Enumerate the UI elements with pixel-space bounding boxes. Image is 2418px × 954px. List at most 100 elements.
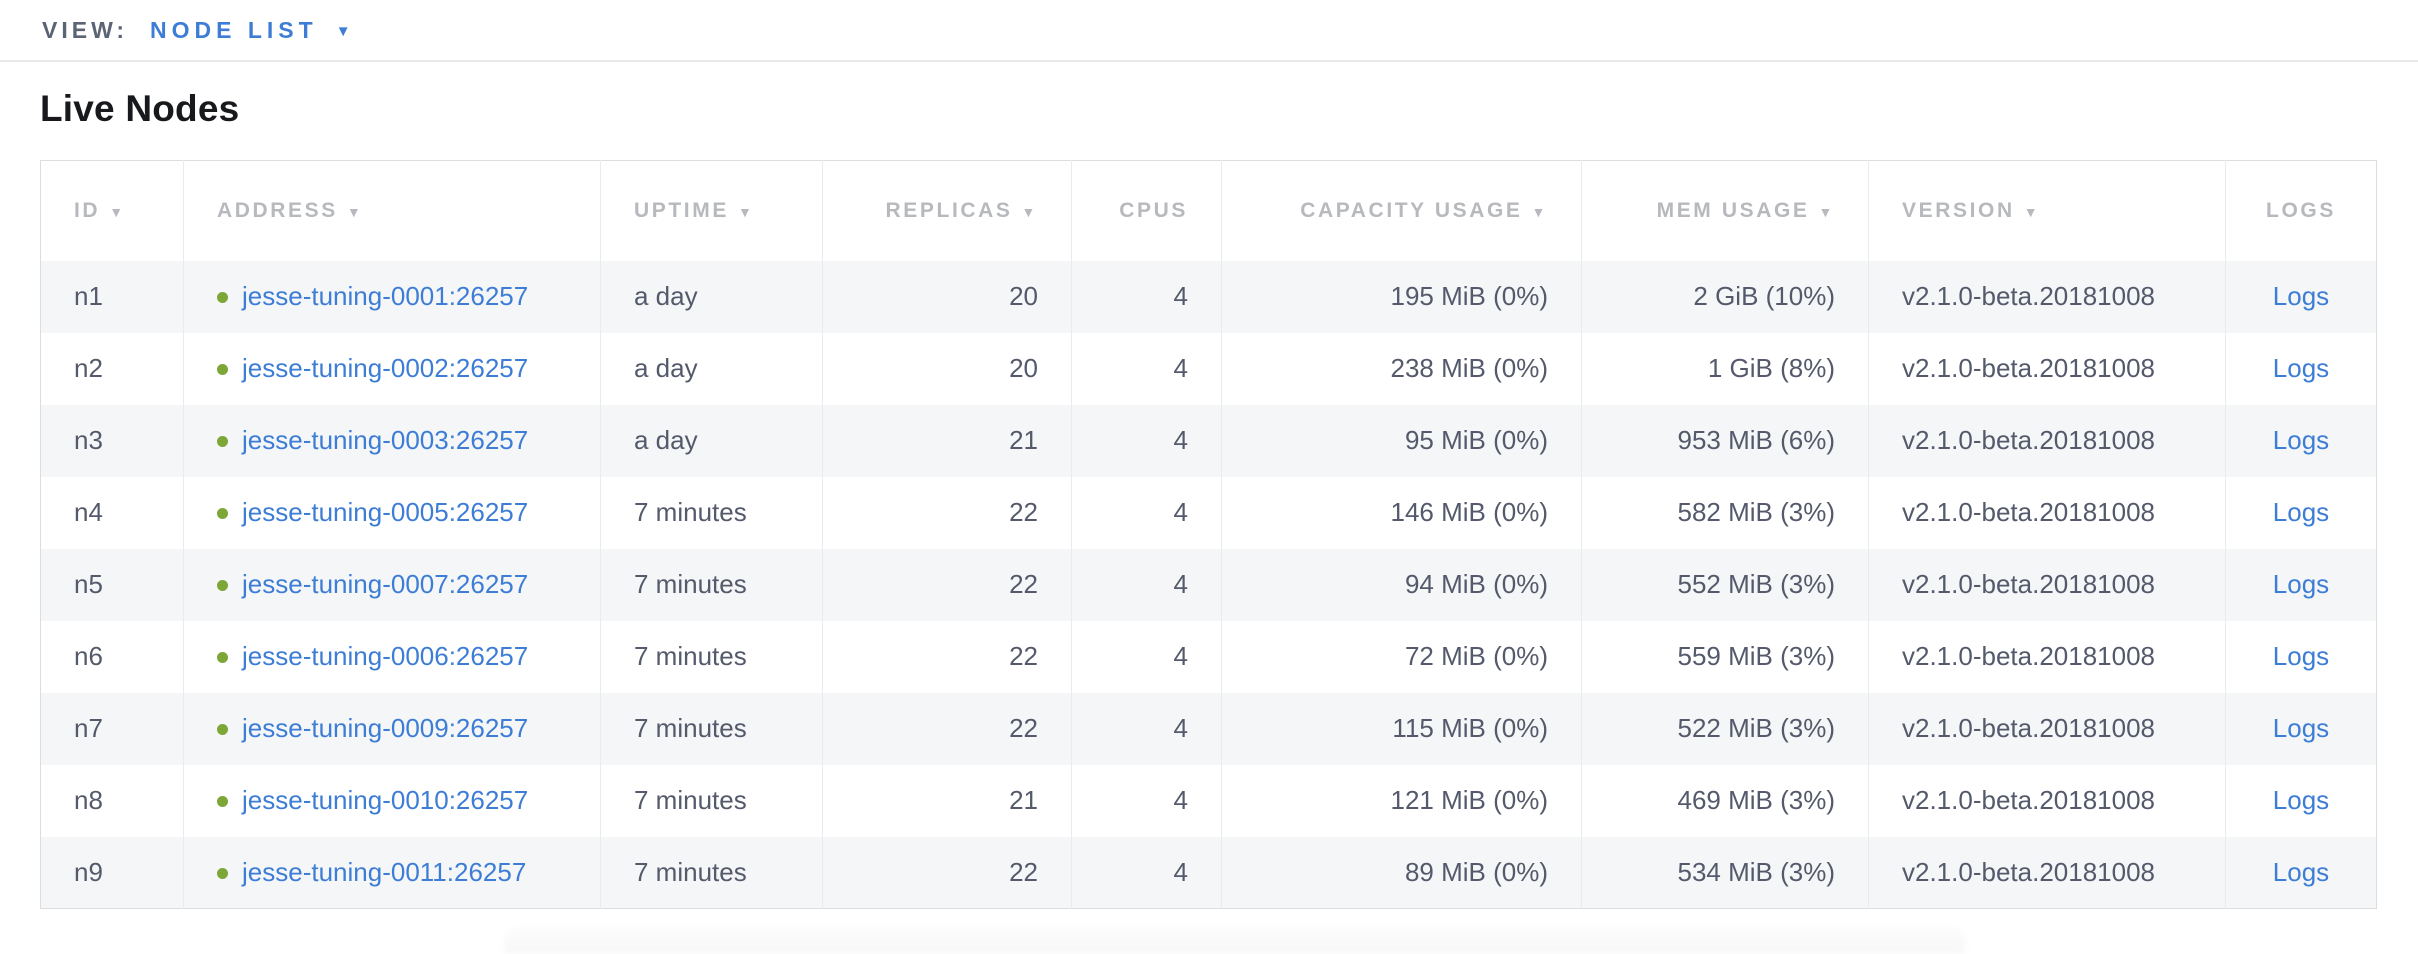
logs-link[interactable]: Logs <box>2272 569 2330 599</box>
column-header-label: MEM USAGE <box>1656 198 1810 222</box>
live-nodes-section: Live Nodes ID ▼ ADDRESS ▼ UPTIME ▼ REPLICAS ▼ CP… <box>0 88 2418 954</box>
node-logs-cell: Logs <box>2225 692 2377 765</box>
node-logs-cell: Logs <box>2225 764 2377 837</box>
live-nodes-table: ID ▼ ADDRESS ▼ UPTIME ▼ REPLICAS ▼ CPUS CAPACITY … <box>40 160 2377 909</box>
node-uptime-cell: 7 minutes <box>600 620 823 693</box>
node-address-link[interactable]: jesse-tuning-0005:26257 <box>242 497 529 527</box>
view-label: VIEW: <box>42 16 129 43</box>
logs-link[interactable]: Logs <box>2272 425 2330 455</box>
node-status-healthy-icon <box>217 364 228 375</box>
node-logs-cell: Logs <box>2225 260 2377 333</box>
table-row: n9 jesse-tuning-0011:26257 7 minutes 22 4 89 … <box>40 836 2377 909</box>
node-address-link[interactable]: jesse-tuning-0003:26257 <box>242 425 529 455</box>
node-uptime-cell: a day <box>600 332 823 405</box>
node-address-cell: jesse-tuning-0009:26257 <box>183 692 601 765</box>
next-section-shadow <box>505 928 1965 954</box>
node-replicas-cell: 20 <box>822 332 1072 405</box>
node-version-cell: v2.1.0-beta.20181008 <box>1868 404 2226 477</box>
node-uptime-cell: a day <box>600 404 823 477</box>
sort-desc-icon: ▼ <box>1531 203 1548 220</box>
node-uptime-cell: 7 minutes <box>600 548 823 621</box>
column-header-label: ID <box>74 198 101 222</box>
column-header-mem[interactable]: MEM USAGE ▼ <box>1581 160 1869 261</box>
node-capacity-cell: 121 MiB (0%) <box>1221 764 1582 837</box>
node-address-link[interactable]: jesse-tuning-0006:26257 <box>242 641 529 671</box>
node-replicas-cell: 22 <box>822 620 1072 693</box>
node-uptime-cell: 7 minutes <box>600 764 823 837</box>
node-uptime-cell: a day <box>600 260 823 333</box>
column-header-uptime[interactable]: UPTIME ▼ <box>600 160 823 261</box>
node-mem-cell: 534 MiB (3%) <box>1581 836 1869 909</box>
column-header-version[interactable]: VERSION ▼ <box>1868 160 2226 261</box>
table-header-row: ID ▼ ADDRESS ▼ UPTIME ▼ REPLICAS ▼ CPUS CAPACITY … <box>41 160 2377 261</box>
table-row: n6 jesse-tuning-0006:26257 7 minutes 22 4 72 … <box>41 620 2377 693</box>
node-capacity-cell: 94 MiB (0%) <box>1221 548 1582 621</box>
node-replicas-cell: 21 <box>822 764 1072 837</box>
column-header-label: CPUS <box>1119 198 1188 222</box>
node-logs-cell: Logs <box>2225 836 2377 909</box>
node-version-cell: v2.1.0-beta.20181008 <box>1868 692 2226 765</box>
table-row: n5 jesse-tuning-0007:26257 7 minutes 22 4 94 … <box>40 548 2377 621</box>
node-cpus-cell: 4 <box>1071 836 1222 909</box>
node-address-link[interactable]: jesse-tuning-0010:26257 <box>242 785 529 815</box>
node-uptime-cell: 7 minutes <box>600 692 823 765</box>
view-selector-dropdown[interactable]: NODE LIST ▼ <box>150 17 351 44</box>
logs-link[interactable]: Logs <box>2272 785 2330 815</box>
logs-link[interactable]: Logs <box>2272 713 2330 743</box>
node-logs-cell: Logs <box>2225 476 2377 549</box>
node-uptime-cell: 7 minutes <box>600 476 823 549</box>
view-bar: VIEW: NODE LIST ▼ <box>0 0 2418 62</box>
logs-link[interactable]: Logs <box>2272 497 2330 527</box>
node-cpus-cell: 4 <box>1071 260 1222 333</box>
node-capacity-cell: 146 MiB (0%) <box>1221 476 1582 549</box>
node-version-cell: v2.1.0-beta.20181008 <box>1868 548 2226 621</box>
logs-link[interactable]: Logs <box>2272 353 2330 383</box>
sort-desc-icon: ▼ <box>1818 203 1835 220</box>
node-status-healthy-icon <box>217 436 228 447</box>
node-capacity-cell: 238 MiB (0%) <box>1221 332 1582 405</box>
node-capacity-cell: 195 MiB (0%) <box>1221 260 1582 333</box>
node-status-healthy-icon <box>217 652 228 663</box>
node-address-cell: jesse-tuning-0011:26257 <box>183 836 601 909</box>
sort-desc-icon: ▼ <box>2023 203 2041 220</box>
column-header-label: CAPACITY USAGE <box>1300 198 1523 222</box>
node-status-healthy-icon <box>217 580 228 591</box>
node-address-link[interactable]: jesse-tuning-0009:26257 <box>242 713 529 743</box>
node-address-link[interactable]: jesse-tuning-0007:26257 <box>242 569 529 599</box>
logs-link[interactable]: Logs <box>2272 281 2330 311</box>
node-mem-cell: 582 MiB (3%) <box>1581 476 1869 549</box>
node-address-cell: jesse-tuning-0005:26257 <box>183 476 601 549</box>
sort-desc-icon: ▼ <box>346 203 364 220</box>
node-version-cell: v2.1.0-beta.20181008 <box>1868 476 2226 549</box>
node-status-healthy-icon <box>217 292 228 303</box>
node-address-cell: jesse-tuning-0007:26257 <box>183 548 601 621</box>
node-mem-cell: 469 MiB (3%) <box>1581 764 1869 837</box>
column-header-label: REPLICAS <box>885 198 1013 222</box>
node-address-cell: jesse-tuning-0002:26257 <box>183 332 601 405</box>
node-cpus-cell: 4 <box>1071 548 1222 621</box>
node-mem-cell: 552 MiB (3%) <box>1581 548 1869 621</box>
node-cpus-cell: 4 <box>1071 476 1222 549</box>
column-header-capacity[interactable]: CAPACITY USAGE ▼ <box>1221 160 1582 261</box>
node-address-link[interactable]: jesse-tuning-0002:26257 <box>242 353 529 383</box>
node-cpus-cell: 4 <box>1071 620 1222 693</box>
logs-link[interactable]: Logs <box>2272 641 2330 671</box>
column-header-replicas[interactable]: REPLICAS ▼ <box>822 160 1072 261</box>
node-address-link[interactable]: jesse-tuning-0001:26257 <box>242 281 529 311</box>
node-replicas-cell: 22 <box>822 476 1072 549</box>
node-logs-cell: Logs <box>2225 404 2377 477</box>
column-header-id[interactable]: ID ▼ <box>41 161 184 261</box>
node-replicas-cell: 21 <box>822 404 1072 477</box>
node-address-link[interactable]: jesse-tuning-0011:26257 <box>242 856 527 887</box>
column-header-address[interactable]: ADDRESS ▼ <box>183 160 601 261</box>
table-body: n1 jesse-tuning-0001:26257 a day 20 4 195 MiB… <box>40 260 2377 909</box>
node-status-healthy-icon <box>217 508 228 519</box>
sort-desc-icon: ▼ <box>1021 203 1038 220</box>
column-header-label: LOGS <box>2266 198 2336 222</box>
logs-link[interactable]: Logs <box>2272 856 2330 887</box>
table-row: n7 jesse-tuning-0009:26257 7 minutes 22 4 115… <box>40 692 2377 765</box>
node-version-cell: v2.1.0-beta.20181008 <box>1868 332 2226 405</box>
node-id-cell: n2 <box>74 353 103 383</box>
node-mem-cell: 559 MiB (3%) <box>1581 620 1869 693</box>
node-replicas-cell: 22 <box>822 692 1072 765</box>
